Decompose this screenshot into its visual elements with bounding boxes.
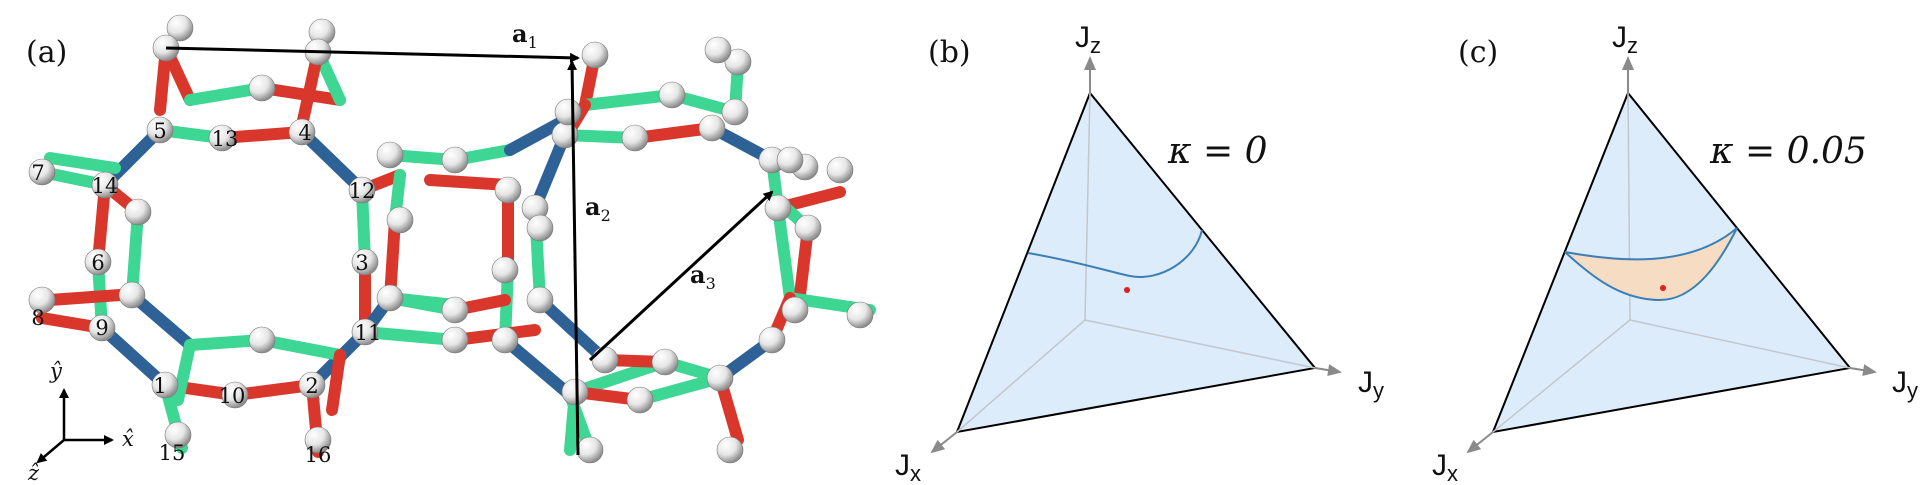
kappa-label-b: κ = 0 — [1167, 131, 1268, 172]
axis-label-jx-c: Jx — [1432, 449, 1458, 485]
panel-a: (a) — [26, 14, 876, 485]
site-number-11: 11 — [355, 321, 382, 345]
outer-axes-b — [930, 56, 1342, 454]
lattice-atoms — [28, 14, 874, 464]
axis-label-jy-b: Jy — [1358, 366, 1384, 403]
site-number-9: 9 — [95, 316, 108, 340]
site-number-6: 6 — [91, 251, 104, 275]
gapless-region-c — [1565, 228, 1737, 300]
axis-label-jy-c: Jy — [1892, 366, 1918, 403]
axis-z-label: ẑ — [27, 461, 40, 485]
panel-b: (b) κ = 0 Jz Jy Jx — [895, 21, 1384, 485]
site-number-2: 2 — [305, 374, 318, 398]
vector-a1-arrow — [165, 46, 580, 63]
site-number-12: 12 — [349, 179, 376, 203]
axis-label-jz-c: Jz — [1612, 21, 1638, 58]
axis-label-jz-b: Jz — [1075, 21, 1101, 58]
panel-c: (c) κ = 0.05 Jz Jy Jx — [1432, 21, 1918, 485]
vector-a2-arrow — [567, 60, 580, 456]
site-number-14: 14 — [92, 174, 119, 198]
axis-x-label: x̂ — [122, 427, 134, 451]
red-point-b — [1124, 287, 1130, 293]
site-number-16: 16 — [305, 443, 332, 467]
coordinate-axes: ŷ x̂ ẑ — [27, 359, 134, 485]
panel-a-label: (a) — [26, 35, 67, 70]
outer-axes-c — [1466, 56, 1877, 454]
site-number-8: 8 — [31, 306, 44, 330]
vector-a3-label: a3 — [690, 260, 716, 293]
site-numbers: 1 2 3 4 5 6 7 8 9 10 11 12 13 14 15 16 — [31, 119, 381, 467]
site-number-13: 13 — [212, 127, 239, 151]
site-number-1: 1 — [153, 374, 166, 398]
site-number-10: 10 — [219, 384, 246, 408]
inner-axes-b — [956, 92, 1316, 433]
site-number-15: 15 — [159, 441, 186, 465]
vector-a3-arrow — [588, 190, 774, 362]
phase-boundary-lower-c — [1564, 227, 1738, 302]
site-number-4: 4 — [298, 121, 311, 145]
vector-a2-label: a2 — [585, 192, 611, 225]
site-number-7: 7 — [31, 161, 44, 185]
site-number-3: 3 — [355, 251, 368, 275]
red-point-c — [1660, 285, 1666, 291]
site-number-5: 5 — [153, 119, 166, 143]
phase-boundary-curve-b — [1027, 229, 1203, 278]
axis-label-jx-b: Jx — [895, 449, 921, 485]
kappa-label-c: κ = 0.05 — [1709, 131, 1867, 172]
panel-b-label: (b) — [928, 35, 971, 70]
phase-boundary-upper-c — [1564, 227, 1738, 261]
lattice-vectors: a1 a2 a3 — [165, 19, 774, 456]
axis-y-label: ŷ — [49, 359, 63, 383]
vector-a1-label: a1 — [512, 19, 538, 52]
panel-c-label: (c) — [1458, 35, 1498, 70]
